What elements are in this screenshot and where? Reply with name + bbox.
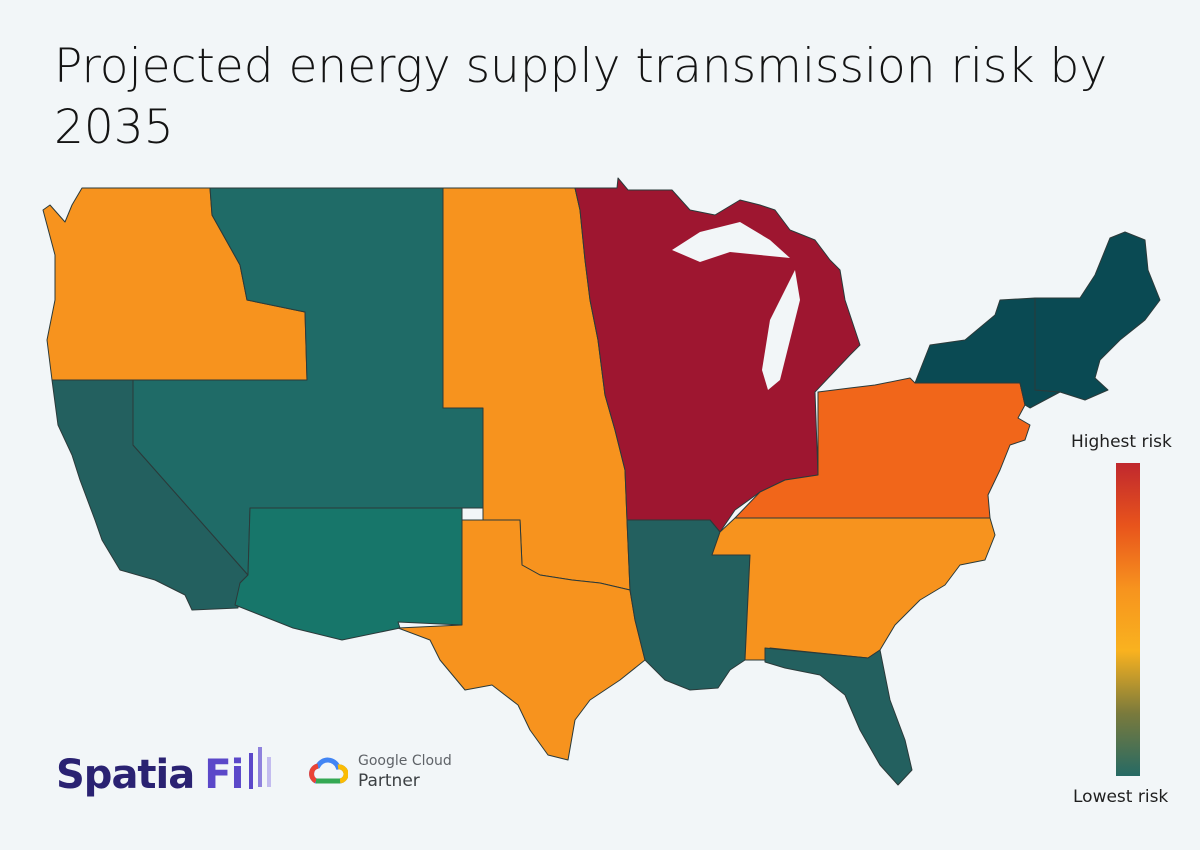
lake-superior	[672, 222, 790, 262]
region-mid-atlantic	[734, 377, 1031, 519]
region-southeast	[711, 517, 996, 661]
region-new-england	[1034, 231, 1161, 401]
partner-line-partner: Partner	[358, 771, 420, 791]
lake-michigan	[762, 270, 800, 390]
spatiafi-logo: Spatia Fi	[56, 740, 287, 810]
logo-bars-icon	[249, 747, 272, 789]
google-cloud-partner-badge: Google Cloud Partner	[308, 752, 452, 792]
partner-line-google-cloud: Google Cloud	[358, 753, 452, 769]
region-southwest	[234, 507, 463, 641]
legend-high-label: Highest risk	[1071, 432, 1172, 452]
region-florida	[764, 647, 913, 786]
logo-text-spatia: Spatia	[56, 752, 195, 798]
region-midwest	[574, 177, 861, 533]
map-title: Projected energy supply transmission ris…	[54, 39, 1108, 155]
google-cloud-icon	[309, 757, 348, 784]
legend-color-scale	[1116, 463, 1140, 776]
region-texas	[397, 519, 646, 761]
logo-text-fi: Fi	[204, 752, 244, 798]
legend-low-label: Lowest risk	[1073, 787, 1169, 807]
